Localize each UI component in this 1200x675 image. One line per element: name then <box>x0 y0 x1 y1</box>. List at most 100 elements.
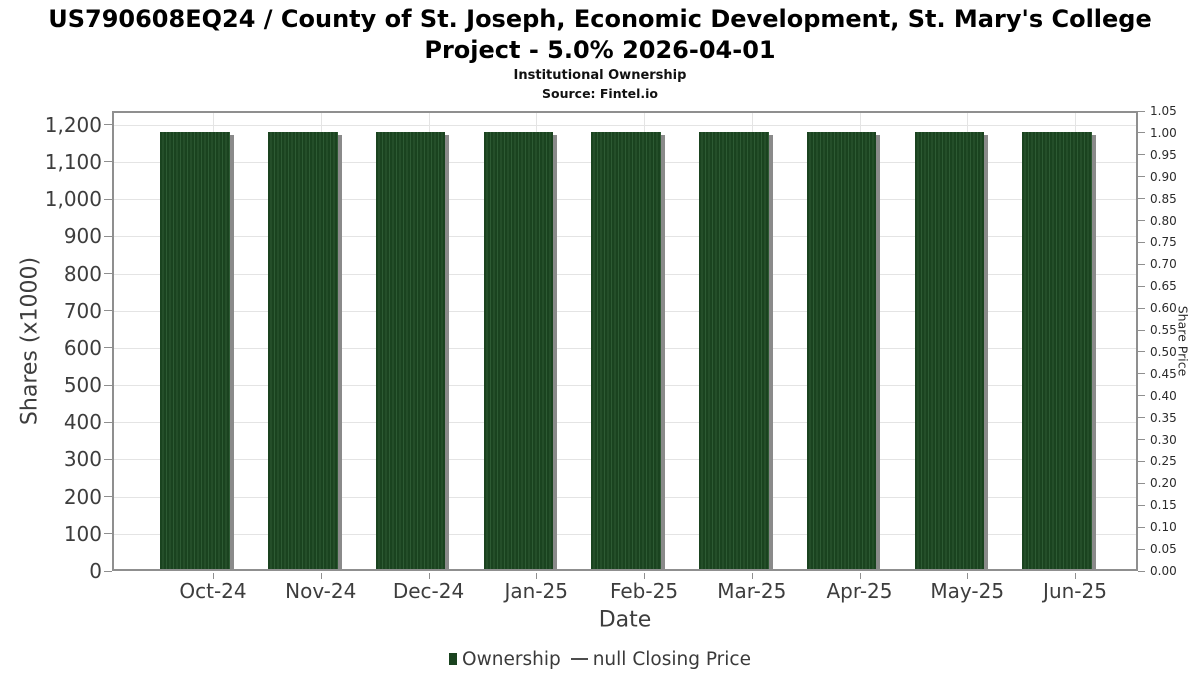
x-tick-label-apr-25: Apr-25 <box>826 579 893 603</box>
legend-item-ownership[interactable]: Ownership <box>449 649 561 670</box>
x-tick <box>428 573 430 579</box>
y-axis-title-left: Shares (x1000) <box>17 256 43 426</box>
ownership-bar-may-25[interactable] <box>914 132 984 571</box>
y-tick-right <box>1138 504 1145 506</box>
y-tick-label-right: 1.00 <box>1150 125 1177 140</box>
y-tick-label-right: 0.40 <box>1150 388 1177 403</box>
y-tick-left <box>104 347 112 349</box>
y-tick-right <box>1138 263 1145 265</box>
y-tick-label-right: 0.65 <box>1150 279 1177 294</box>
chart-title: US790608EQ24 / County of St. Joseph, Eco… <box>0 4 1200 66</box>
x-tick-label-jun-25: Jun-25 <box>1043 579 1107 603</box>
y-tick-left <box>104 235 112 237</box>
x-tick <box>967 573 969 579</box>
chart-subtitle: Institutional Ownership <box>513 68 687 83</box>
y-tick-left <box>104 273 112 274</box>
y-tick-label-right: 0.85 <box>1150 191 1177 206</box>
y-tick-label-left: 500 <box>63 373 102 398</box>
y-tick-right <box>1138 482 1145 484</box>
ownership-bar-nov-24[interactable] <box>268 132 338 571</box>
y-tick-label-right: 0.75 <box>1150 235 1177 250</box>
y-tick-label-left: 1,100 <box>44 149 102 174</box>
ownership-bar-jan-25[interactable] <box>483 132 553 571</box>
y-tick-right <box>1138 285 1145 287</box>
x-axis-title: Date <box>598 607 652 633</box>
x-tick-label-nov-24: Nov-24 <box>285 579 357 603</box>
y-tick-label-right: 0.95 <box>1150 147 1177 162</box>
x-tick <box>536 573 538 579</box>
y-tick-label-left: 700 <box>63 298 102 323</box>
y-tick-label-left: 800 <box>63 261 102 286</box>
x-tick-label-oct-24: Oct-24 <box>179 579 247 603</box>
y-tick-label-right: 0.25 <box>1150 454 1177 469</box>
y-tick-left <box>104 310 112 312</box>
y-tick-label-right: 0.80 <box>1150 213 1177 228</box>
y-tick-left <box>104 458 112 460</box>
y-tick-right <box>1138 241 1145 243</box>
y-tick-right <box>1138 307 1145 309</box>
y-tick-right <box>1138 329 1145 331</box>
y-tick-right <box>1138 351 1145 353</box>
x-tick <box>320 573 322 579</box>
y-tick-label-left: 300 <box>63 447 102 472</box>
legend-label-closing-price: null Closing Price <box>592 648 751 670</box>
ownership-bar-apr-25[interactable] <box>806 132 877 571</box>
y-tick-right <box>1138 220 1145 222</box>
y-tick-label-left: 0 <box>89 559 102 583</box>
ownership-bar-jun-25[interactable] <box>1022 132 1092 571</box>
y-tick-label-right: 0.60 <box>1150 301 1177 316</box>
x-tick <box>751 573 753 579</box>
y-tick-right <box>1138 439 1145 441</box>
y-tick-label-left: 400 <box>63 410 102 435</box>
y-tick-right <box>1138 526 1145 528</box>
y-tick-label-right: 0.10 <box>1150 520 1177 535</box>
x-tick-label-feb-25: Feb-25 <box>609 579 679 603</box>
y-tick-left <box>104 421 112 423</box>
y-tick-label-left: 600 <box>63 335 102 360</box>
y-tick-right <box>1138 460 1145 462</box>
y-tick-left <box>104 570 112 572</box>
y-tick-label-left: 1,000 <box>44 187 102 212</box>
y-tick-label-right: 0.35 <box>1150 410 1177 425</box>
y-tick-label-right: 0.70 <box>1150 257 1177 272</box>
y-tick-label-right: 0.30 <box>1150 432 1177 447</box>
y-tick-right <box>1138 373 1145 375</box>
y-tick-label-left: 900 <box>63 224 102 249</box>
x-tick-label-mar-25: Mar-25 <box>717 579 787 603</box>
closing-price-line-icon <box>570 657 588 661</box>
y-tick-right <box>1138 417 1145 419</box>
x-tick <box>644 573 645 579</box>
ownership-bar-dec-24[interactable] <box>375 132 446 571</box>
y-tick-right <box>1138 548 1145 550</box>
chart-source: Source: Fintel.io <box>542 86 658 101</box>
y-tick-label-left: 200 <box>63 484 102 509</box>
legend-item-closing-price[interactable]: null Closing Price <box>570 648 751 670</box>
y-tick-right <box>1138 570 1145 572</box>
y-tick-label-right: 0.50 <box>1150 344 1177 359</box>
y-axis-title-right: Share Price <box>1175 305 1191 377</box>
y-tick-right <box>1138 395 1145 397</box>
y-tick-label-left: 1,200 <box>44 112 102 137</box>
legend: Ownership null Closing Price <box>0 646 1200 672</box>
x-tick <box>1075 573 1076 579</box>
y-tick-right <box>1138 176 1145 178</box>
x-tick-label-may-25: May-25 <box>930 579 1005 603</box>
y-tick-label-right: 0.45 <box>1150 366 1177 381</box>
y-tick-left <box>104 384 112 386</box>
y-tick-right <box>1138 132 1145 134</box>
y-tick-label-right: 0.90 <box>1150 169 1177 184</box>
ownership-swatch-icon <box>449 653 458 665</box>
ownership-bar-oct-24[interactable] <box>160 132 230 571</box>
y-tick-label-left: 100 <box>63 521 102 546</box>
y-tick-label-right: 0.15 <box>1150 498 1177 513</box>
legend-label-ownership: Ownership <box>462 648 561 670</box>
y-tick-label-right: 1.05 <box>1150 104 1177 118</box>
h-gridline <box>112 124 1138 126</box>
y-tick-left <box>104 533 112 535</box>
plot-area <box>112 111 1138 571</box>
ownership-bar-mar-25[interactable] <box>699 132 769 571</box>
y-tick-label-right: 0.55 <box>1150 323 1177 338</box>
y-tick-left <box>104 124 112 126</box>
ownership-bar-feb-25[interactable] <box>591 132 661 571</box>
